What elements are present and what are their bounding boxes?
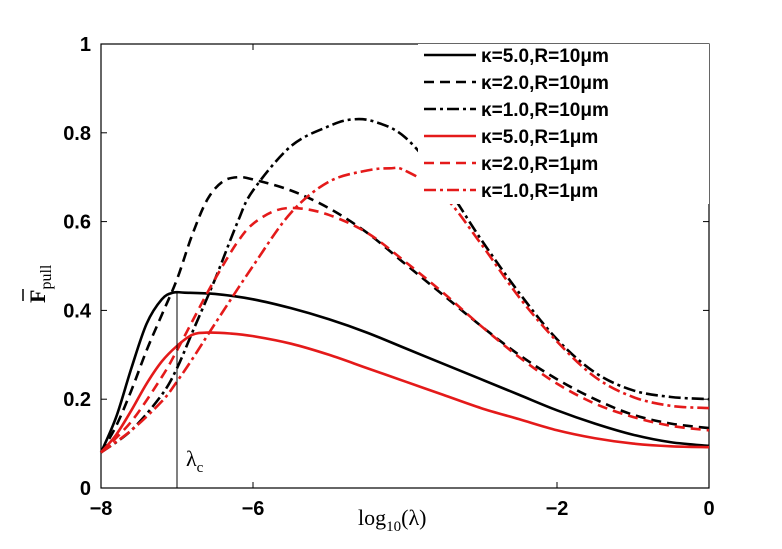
legend-label-4: κ=5.0,R=1μm <box>481 127 598 148</box>
y-tick-label: 0.4 <box>63 300 92 322</box>
y-tick-label: 0.6 <box>63 212 91 234</box>
x-tick-label: −2 <box>546 498 569 520</box>
series-layer <box>99 117 710 454</box>
x-tick-label: 0 <box>703 498 714 520</box>
x-axis-label-arg: (λ) <box>401 505 426 530</box>
y-axis-label-main: F <box>25 290 50 303</box>
x-axis-label-sub: 10 <box>386 519 401 535</box>
series-line-3 <box>100 117 710 454</box>
legend-label-6: κ=1.0,R=1μm <box>481 181 598 202</box>
lambda-c-symbol: λ <box>186 446 197 471</box>
svg-text:Fpull: Fpull <box>25 264 55 303</box>
lambda-c-label: λc <box>186 446 204 476</box>
y-tick-label: 0 <box>80 478 91 500</box>
legend-box <box>418 44 709 204</box>
y-axis-label: Fpull <box>22 264 55 303</box>
legend: κ=5.0,R=10μm κ=2.0,R=10μm κ=1.0,R=10μm κ=5.… <box>424 46 609 202</box>
annotation-layer: λc <box>176 292 204 488</box>
y-tick-label: 1 <box>80 34 91 56</box>
legend-label-1: κ=5.0,R=10μm <box>481 46 609 67</box>
legend-label-3: κ=1.0,R=10μm <box>481 100 609 121</box>
series-line-2 <box>99 175 710 454</box>
series-line-5 <box>100 206 710 454</box>
y-tick-label: 0.8 <box>63 123 91 145</box>
series-line-6 <box>100 166 710 454</box>
x-tick-label: −6 <box>242 498 265 520</box>
x-tick-label: −8 <box>90 498 113 520</box>
series-line-1 <box>99 290 710 453</box>
x-axis-label: log10(λ) <box>358 505 426 535</box>
legend-label-2: κ=2.0,R=10μm <box>481 73 609 94</box>
y-axis-label-sub: pull <box>38 264 55 289</box>
lambda-c-subscript: c <box>197 460 204 476</box>
x-axis-label-main: log <box>358 505 386 530</box>
y-tick-label: 0.2 <box>63 389 91 411</box>
series-line-4 <box>100 331 710 454</box>
legend-label-5: κ=2.0,R=1μm <box>481 154 598 175</box>
